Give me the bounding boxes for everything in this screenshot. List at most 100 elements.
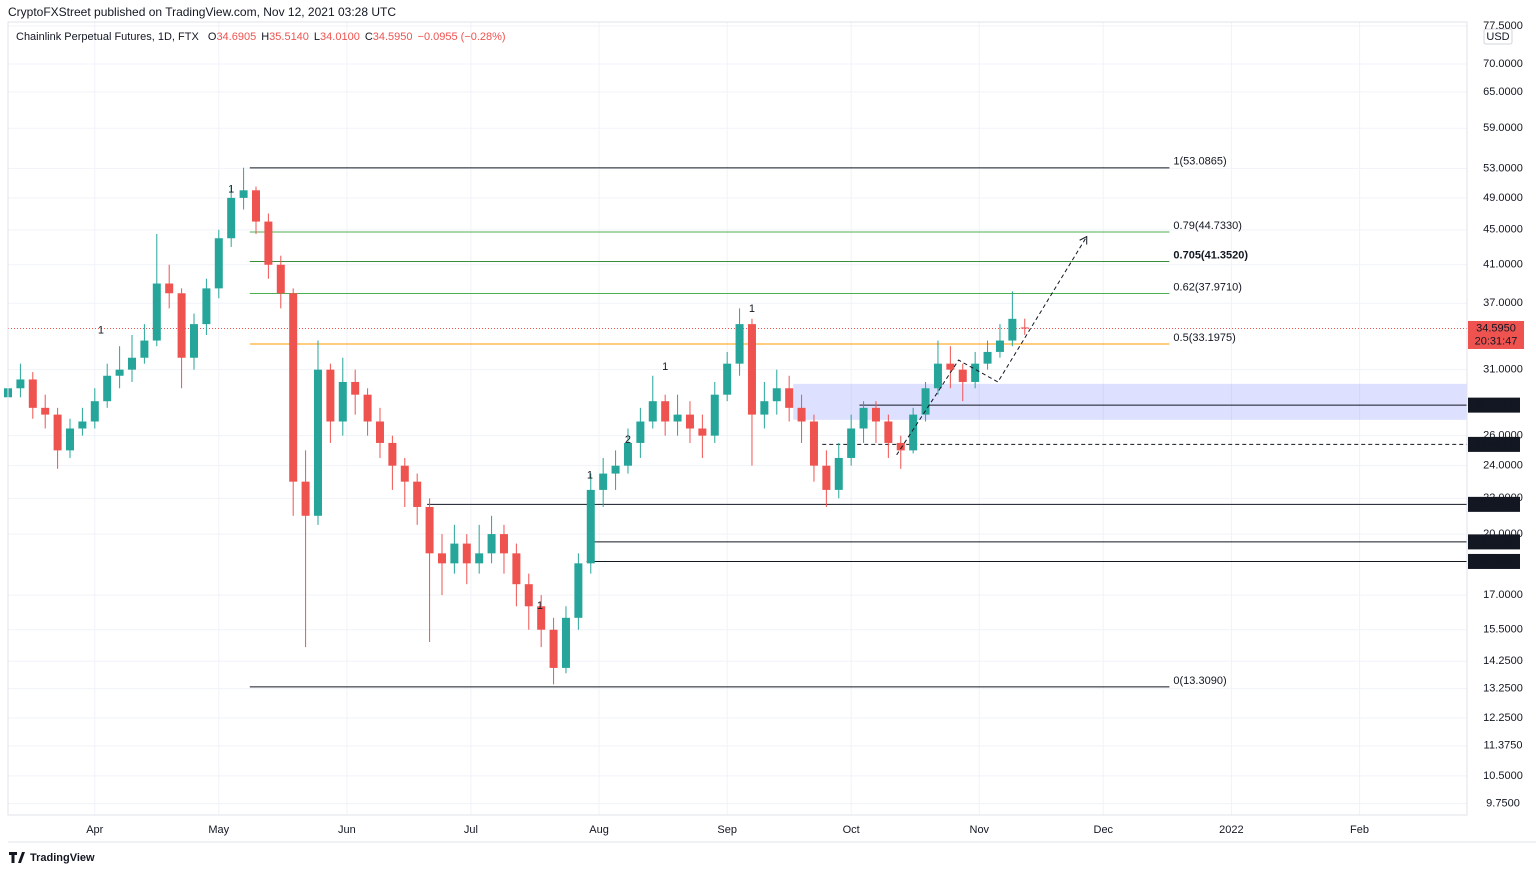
x-tick-label: May (208, 824, 229, 836)
candle-body (301, 481, 310, 516)
level-label: 21.6490 (1474, 498, 1514, 510)
x-tick-label: Aug (589, 824, 609, 836)
fib-label: 1(53.0865) (1173, 156, 1226, 168)
candle-body (326, 369, 335, 422)
candle-body (165, 283, 174, 294)
candle-body (65, 428, 74, 451)
logo: TradingView (9, 852, 95, 864)
y-tick-label: 14.2500 (1483, 655, 1523, 667)
candle-body (710, 394, 719, 436)
candle-body (822, 465, 831, 490)
y-tick-label: 11.3750 (1484, 740, 1523, 752)
legend-value: 34.5950 (373, 31, 413, 43)
x-tick-label: Nov (970, 824, 990, 836)
level-label-box (1468, 436, 1520, 452)
x-tick-label: Apr (86, 824, 103, 836)
y-tick-label: 24.0000 (1483, 460, 1523, 472)
candle-body (921, 388, 930, 415)
projection-arrowhead (1079, 235, 1088, 245)
candle-body (16, 379, 25, 389)
candle-body (351, 381, 360, 395)
y-tick-label: 15.5000 (1483, 624, 1523, 636)
candle-body (785, 388, 794, 408)
legend-symbol: Chainlink Perpetual Futures, 1D, FTX (16, 31, 199, 43)
candle-body (772, 388, 781, 402)
candle-body (189, 324, 198, 358)
annotation: 1 (662, 361, 668, 373)
x-tick-label: Jun (338, 824, 356, 836)
candle-body (673, 414, 682, 422)
x-tick-label: Jul (464, 824, 478, 836)
y-tick-label: 41.0000 (1483, 259, 1523, 271)
level-label-box (1468, 496, 1520, 512)
level-label-box (1468, 397, 1520, 413)
candle-body (685, 414, 694, 429)
candle-body (41, 407, 50, 415)
candle-body (797, 407, 806, 422)
candle-body (363, 394, 372, 422)
level-label: 18.5935 (1474, 555, 1514, 567)
candle-body (995, 340, 1004, 352)
candle-body (760, 401, 769, 415)
candle-body (400, 465, 409, 482)
candle-body (53, 414, 62, 451)
legend-change: −0.0955 (−0.28%) (418, 31, 506, 43)
x-tick-label: 2022 (1219, 824, 1243, 836)
last-price-box (1468, 320, 1524, 349)
projection-path (896, 236, 1088, 456)
candle-body (152, 283, 161, 341)
currency-box (1483, 28, 1513, 45)
y-tick-label: 59.0000 (1483, 122, 1523, 134)
legend-value: 34.0100 (320, 31, 360, 43)
annotation: 1 (98, 325, 104, 337)
candle-body (747, 324, 756, 415)
candle-body (958, 369, 967, 382)
x-tick-label: Feb (1350, 824, 1369, 836)
y-tick-label: 37.0000 (1483, 297, 1523, 309)
y-tick-label: 77.5000 (1483, 20, 1523, 32)
fib-label: 0.5(33.1975) (1173, 332, 1235, 344)
candle-body (289, 293, 298, 482)
candle-body (239, 190, 248, 198)
candle-body (450, 543, 459, 564)
candle-body (909, 414, 918, 451)
candle-body (313, 369, 322, 516)
fib-label: 0.705(41.3520) (1173, 249, 1248, 261)
legend-key: L (314, 31, 320, 43)
fib-label: 0.62(37.9710) (1173, 281, 1242, 293)
candle-body (276, 264, 285, 294)
candle-body (623, 442, 632, 466)
candle-body (375, 421, 384, 443)
candle-body (847, 428, 856, 458)
candle-body (388, 442, 397, 466)
legend: Chainlink Perpetual Futures, 1D, FTX O34… (16, 31, 506, 43)
candle-body (202, 288, 211, 325)
logo-mark (9, 852, 25, 863)
candle-body (103, 375, 112, 402)
candle-body (599, 473, 608, 490)
candle-body (90, 401, 99, 422)
candle-body (1020, 327, 1029, 329)
candle-body (834, 457, 843, 490)
last-price-label: 34.5950 (1476, 322, 1516, 334)
candle-body (896, 442, 905, 451)
candle-body (698, 428, 707, 436)
y-tick-label: 9.7500 (1486, 798, 1520, 810)
y-tick-label: 49.0000 (1483, 192, 1523, 204)
candle-body (946, 363, 955, 370)
legend-value: 35.5140 (269, 31, 309, 43)
candle-body (177, 293, 186, 358)
y-tick-label: 45.0000 (1483, 224, 1523, 236)
candle-body (115, 369, 124, 376)
x-tick-label: Dec (1094, 824, 1114, 836)
candle-body (661, 401, 670, 422)
candle-body (723, 363, 732, 395)
candle-body (537, 606, 546, 630)
candle-body (127, 357, 136, 370)
y-tick-label: 17.0000 (1483, 589, 1523, 601)
candle-body (549, 629, 558, 668)
candle-body (933, 363, 942, 389)
level-label: 25.4015 (1474, 438, 1514, 450)
